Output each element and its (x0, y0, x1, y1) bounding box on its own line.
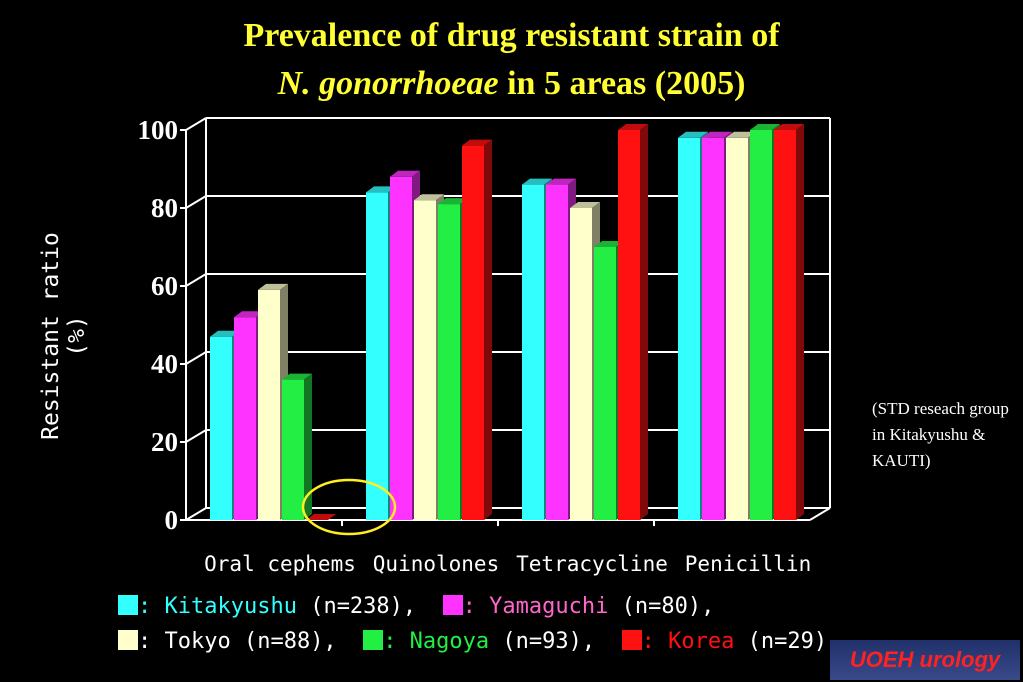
bar-kitakyushu-0-top (210, 330, 240, 337)
bar-korea-2 (618, 130, 640, 520)
bar-kitakyushu-2 (522, 184, 544, 520)
bar-nagoya-0-top (282, 373, 312, 380)
bar-yamaguchi-1 (390, 176, 412, 521)
bar-tokyo-0-top (258, 283, 288, 290)
legend-label-tokyo: : Tokyo (138, 629, 231, 654)
bar-nagoya-2 (594, 247, 616, 520)
y-tick-label-3: 60 (151, 271, 178, 301)
bar-nagoya-2-top (594, 241, 624, 247)
highlight-ellipse (301, 478, 397, 536)
chart-title-line1: Prevalence of drug resistant strain of (243, 17, 780, 54)
bar-nagoya-0-side (304, 373, 312, 520)
legend-label-kitakyushu: : Kitakyushu (138, 594, 297, 619)
legend-label-yamaguchi: : Yamaguchi (462, 594, 609, 619)
bar-nagoya-1-top (438, 198, 468, 205)
y-tick-label-2: 40 (151, 349, 178, 379)
bar-yamaguchi-1-top (390, 170, 420, 177)
bar-korea-3 (774, 130, 796, 520)
bar-yamaguchi-0-top (234, 311, 264, 318)
bar-tokyo-3-top (726, 131, 756, 138)
legend-swatch-korea (621, 630, 642, 650)
bar-yamaguchi-3 (702, 137, 724, 521)
legend-row-1: : Kitakyushu (n=238), : Yamaguchi (n=80)… (118, 592, 714, 622)
x-tick-label-2: Tetracycline (516, 552, 668, 576)
x-axis-right (809, 507, 831, 521)
bar-yamaguchi-3-top (702, 131, 732, 138)
grid-diag-2 (185, 351, 207, 365)
bar-nagoya-3 (750, 130, 772, 520)
grid-diag-3 (185, 273, 207, 287)
bar-kitakyushu-1 (366, 192, 388, 520)
bar-tokyo-0 (258, 289, 280, 520)
legend-swatch-yamaguchi (442, 595, 463, 615)
legend-n-yamaguchi: (n=80), (608, 594, 715, 619)
source-note: (STD reseach group in Kitakyushu & KAUTI… (872, 399, 1009, 470)
bar-tokyo-3 (726, 137, 748, 521)
bar-tokyo-2-top (570, 202, 600, 208)
bar-tokyo-2 (570, 208, 592, 520)
bar-korea-1-side (484, 139, 492, 520)
bar-korea-2-side (640, 124, 648, 520)
bar-korea-1 (462, 145, 484, 520)
y-tick-label-5: 100 (138, 115, 179, 145)
chart-title-line2: N. gonorrhoeae in 5 areas (2005) (0, 62, 1023, 106)
bar-kitakyushu-3 (678, 137, 700, 521)
legend-label-nagoya: : Nagoya (383, 629, 490, 654)
x-tick-label-0: Oral cephems (204, 552, 356, 576)
x-tick-label-1: Quinolones (373, 552, 499, 576)
bar-yamaguchi-2 (546, 184, 568, 520)
bar-korea-3-side (796, 124, 804, 520)
y-tick-label-1: 20 (151, 427, 178, 457)
y-tick-label-4: 80 (151, 193, 178, 223)
grid-diag-5 (185, 117, 207, 131)
grid-diag-1 (185, 429, 207, 443)
legend-n-tokyo: (n=88), (230, 629, 337, 654)
bar-kitakyushu-1-top (366, 186, 396, 193)
bar-nagoya-1 (438, 204, 460, 520)
legend-n-kitakyushu: (n=238), (296, 594, 417, 619)
bar-korea-0-top (306, 514, 336, 520)
chart-title-species: N. gonorrhoeae (277, 65, 499, 102)
bar-kitakyushu-0 (210, 336, 232, 520)
legend-row-2: : Tokyo (n=88), : Nagoya (n=93), : Korea… (118, 627, 827, 657)
bar-korea-3-top (774, 124, 804, 130)
bar-korea-2-top (618, 124, 648, 130)
bar-kitakyushu-2-top (522, 178, 552, 185)
legend-label-korea: : Korea (641, 629, 735, 654)
grid-diag-4 (185, 195, 207, 209)
bar-nagoya-0 (282, 379, 304, 520)
legend-n-nagoya: (n=93), (489, 629, 596, 654)
bar-kitakyushu-3-top (678, 131, 708, 138)
y-tick-label-0: 0 (165, 505, 179, 535)
legend-swatch-kitakyushu (118, 595, 138, 615)
bar-korea-1-top (462, 139, 492, 146)
legend-n-korea: (n=29) (734, 629, 828, 654)
legend-swatch-tokyo (118, 630, 138, 650)
bar-yamaguchi-2-top (546, 178, 576, 185)
chart-title-rest: in 5 areas (2005) (498, 65, 746, 102)
x-tick-label-3: Penicillin (685, 552, 811, 576)
bar-nagoya-3-top (750, 124, 780, 130)
bar-tokyo-1-top (414, 194, 444, 201)
uoeh-urology-badge: UOEH urology (830, 640, 1020, 680)
bar-yamaguchi-0 (234, 317, 256, 520)
bar-tokyo-1 (414, 200, 436, 520)
grid-diag-0 (185, 507, 207, 521)
legend-swatch-nagoya (363, 630, 384, 650)
